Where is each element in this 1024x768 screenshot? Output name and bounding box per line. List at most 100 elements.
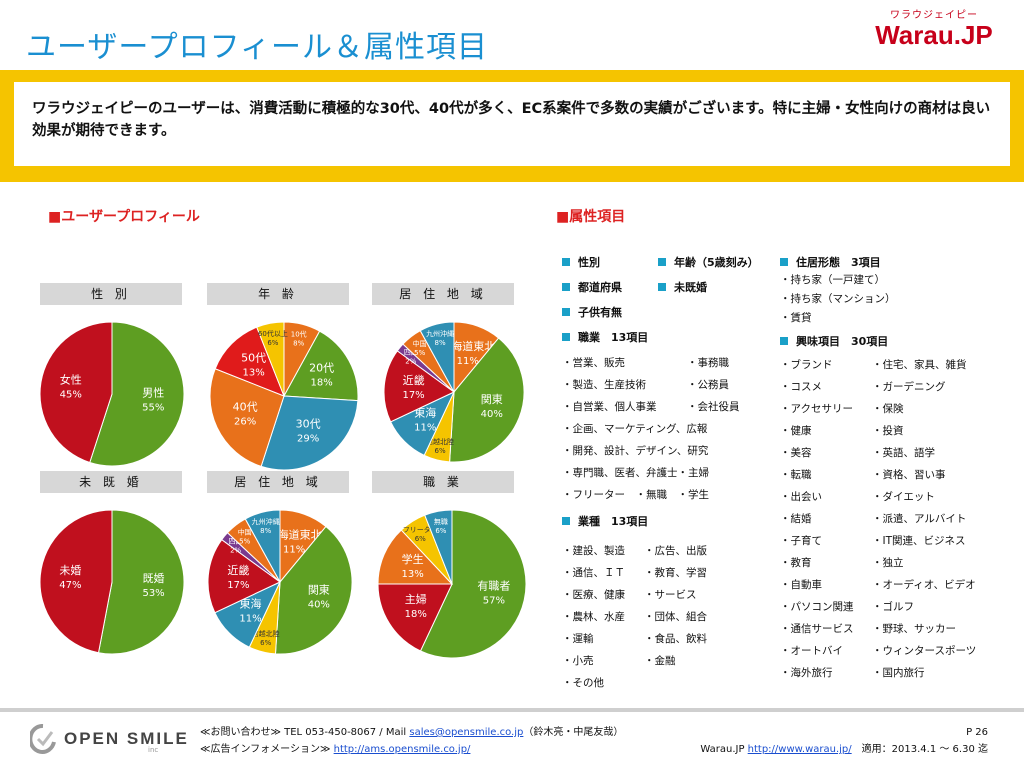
chart-label-region-2: 居 住 地 域	[207, 471, 349, 493]
pie-slice-name: 関東	[481, 393, 503, 406]
pie-slice-value: 2%	[405, 357, 416, 365]
bullet-icon	[562, 517, 570, 525]
intro-text: ワラウジェイピーのユーザーは、消費活動に積極的な30代、40代が多く、EC系案件…	[14, 82, 1010, 166]
site-link[interactable]: http://www.warau.jp/	[747, 744, 852, 755]
occupation-item	[687, 484, 777, 506]
bullet-icon	[658, 283, 666, 291]
pie-slice	[97, 509, 185, 655]
pie-slice-value: 53%	[142, 588, 164, 599]
chart-label-gender: 性 別	[40, 283, 182, 305]
pie-slice-value: 17%	[227, 580, 249, 591]
footer-logo: OPEN SMILE inc	[30, 724, 189, 754]
pie-slice-value: 26%	[234, 416, 256, 427]
open-smile-logo-icon	[30, 724, 56, 754]
housing-item: ・持ち家（マンション）	[780, 293, 896, 305]
industry-item: ・医療、健康	[562, 589, 625, 601]
pie-slice-value: 17%	[402, 390, 424, 401]
interest-item: ・美容	[780, 447, 812, 459]
contact-line: ≪お問い合わせ≫ TEL 053-450-8067 / Mail sales@o…	[200, 727, 624, 738]
pie-slice-value: 11%	[239, 614, 261, 625]
ad-info-link[interactable]: http://ams.opensmile.co.jp/	[333, 744, 471, 755]
pie-slice	[449, 337, 525, 463]
interest-item: ・独立	[872, 557, 904, 569]
attr-head-industry: 業種 13項目	[562, 514, 707, 528]
brand-kana: ワラウジェイピー	[890, 10, 978, 21]
pie-slice-name: 主婦	[405, 592, 427, 606]
pie-slice-value: 6%	[415, 535, 426, 543]
industry-item: ・建設、製造	[562, 545, 625, 557]
housing-item: ・持ち家（一戸建て）	[780, 274, 885, 286]
pie-slice-value: 8%	[260, 527, 271, 535]
interest-item: ・子育て	[780, 535, 822, 547]
chart-label-occupation: 職 業	[372, 471, 514, 493]
housing-block: 住居形態 3項目 ・持ち家（一戸建て） ・持ち家（マンション） ・賃貸	[780, 255, 896, 328]
pie-slice-value: 40%	[308, 599, 330, 610]
pie-slice-name: 無職	[434, 517, 448, 526]
pie-slice-value: 8%	[293, 340, 304, 348]
interest-item: ・野球、サッカー	[872, 623, 956, 635]
pie-slice-name: 九州沖縄	[426, 329, 454, 338]
pie-slice-value: 11%	[414, 423, 436, 434]
pie-slice-name: 信越北陸	[252, 629, 280, 638]
industry-item: ・運輸	[562, 633, 594, 645]
pie-slice-value: 40%	[481, 409, 503, 420]
pie-slice	[377, 583, 453, 652]
industry-item: ・小売	[562, 655, 594, 667]
pie-slice	[207, 538, 281, 614]
pie-slice-value: 2%	[230, 546, 241, 554]
pie-slice-name: フリーター	[403, 525, 438, 534]
interest-item: ・自動車	[780, 579, 822, 591]
pie-slice-value: 6%	[260, 639, 271, 647]
footer-logo-text: OPEN SMILE	[64, 729, 189, 748]
contact-email-link[interactable]: sales@opensmile.co.jp	[409, 727, 524, 738]
industry-item: ・広告、出版	[644, 545, 707, 557]
interest-item: ・IT関連、ビジネス	[872, 535, 966, 547]
attr-head-occupation: 職業 13項目	[562, 330, 648, 344]
housing-item: ・賃貸	[780, 312, 812, 324]
interest-item: ・アクセサリー	[780, 403, 853, 415]
pie-slice-name: 男性	[142, 386, 164, 400]
pie-slice-value: 5%	[239, 537, 250, 545]
pie-slice	[39, 321, 113, 464]
occupation-item: ・専門職、医者、弁護士・主婦	[562, 467, 709, 479]
pie-slice-name: 信越北陸	[426, 437, 454, 446]
region-pie-chart: 北海道東北 11% 関東 40% 信越北陸 6% 東海 11% 近畿 17% 四国 2% 中国 5% 九州沖…	[374, 312, 534, 476]
interest-item: ・オートバイ	[780, 645, 843, 657]
occupation-pie-chart: 有職者 57% 主婦 18% 学生 13% フリーター 6% 無職 6%	[368, 500, 536, 672]
bullet-icon	[780, 337, 788, 345]
interest-item: ・教育	[780, 557, 812, 569]
occupation-item: ・製造、生産技術	[562, 379, 646, 391]
pie-slice-name: 10代	[291, 330, 307, 339]
interest-item: ・健康	[780, 425, 812, 437]
pie-slice	[39, 509, 113, 654]
attributes-section-heading: ■属性項目	[556, 209, 626, 225]
bullet-icon	[658, 258, 666, 266]
pie-slice-value: 55%	[142, 403, 164, 414]
interest-item: ・ダイエット	[872, 491, 935, 503]
pie-slice	[209, 368, 285, 468]
bullet-icon	[562, 308, 570, 316]
interest-item: ・転職	[780, 469, 812, 481]
pie-slice-value: 47%	[59, 580, 81, 591]
industry-item: ・通信、ＩＴ	[562, 567, 625, 579]
pie-slice	[256, 321, 285, 397]
interest-item: ・ウィンタースポーツ	[872, 645, 977, 657]
attr-basic-col1: 性別 都道府県 子供有無 職業 13項目	[562, 255, 648, 344]
pie-slice-value: 6%	[435, 527, 446, 535]
pie-slice-value: 13%	[243, 368, 265, 379]
brand-logo: ワラウジェイピー Warau.JP	[864, 6, 1004, 56]
attr-head-age: 年齢（5歳刻み）	[658, 255, 759, 269]
gender-pie-chart: 男性 55% 女性 45%	[30, 312, 194, 480]
pie-slice-value: 6%	[267, 339, 278, 347]
attr-head-gender: 性別	[562, 255, 648, 269]
occupation-item	[687, 462, 777, 484]
marital-pie-chart: 既婚 53% 未婚 47%	[30, 500, 194, 668]
pie-slice-name: 60代以上	[258, 329, 288, 338]
pie-slice-name: 四国	[229, 537, 243, 545]
pie-slice-name: 九州沖縄	[252, 517, 280, 526]
footer-right: P 26 Warau.JP http://www.warau.jp/ 適用：20…	[700, 724, 988, 758]
interest-item: ・パソコン関連	[780, 601, 854, 613]
pie-slice	[424, 509, 453, 585]
interest-item: ・海外旅行	[780, 667, 833, 679]
interest-item: ・資格、習い事	[872, 469, 946, 481]
